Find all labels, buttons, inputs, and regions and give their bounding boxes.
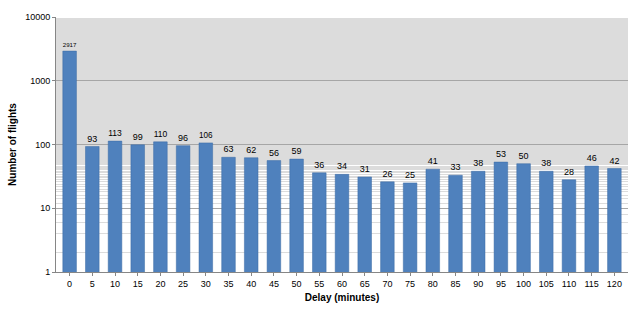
svg-text:96: 96 bbox=[178, 133, 188, 143]
svg-text:105: 105 bbox=[539, 279, 554, 289]
svg-text:110: 110 bbox=[562, 279, 576, 289]
svg-text:10: 10 bbox=[110, 279, 120, 289]
svg-text:25: 25 bbox=[405, 170, 415, 180]
svg-text:2917: 2917 bbox=[63, 41, 77, 48]
svg-text:33: 33 bbox=[450, 162, 460, 172]
svg-text:110: 110 bbox=[154, 129, 168, 139]
svg-text:0: 0 bbox=[67, 279, 72, 289]
svg-text:Number of flights: Number of flights bbox=[7, 103, 18, 186]
svg-text:53: 53 bbox=[496, 149, 506, 159]
svg-text:38: 38 bbox=[541, 158, 551, 168]
svg-text:90: 90 bbox=[473, 279, 483, 289]
svg-text:30: 30 bbox=[201, 279, 211, 289]
svg-text:70: 70 bbox=[382, 279, 392, 289]
svg-text:60: 60 bbox=[337, 279, 347, 289]
svg-text:10: 10 bbox=[40, 203, 50, 213]
svg-text:26: 26 bbox=[382, 169, 392, 179]
svg-text:5: 5 bbox=[90, 279, 95, 289]
svg-text:113: 113 bbox=[108, 128, 122, 138]
svg-text:36: 36 bbox=[314, 160, 324, 170]
svg-text:1000: 1000 bbox=[30, 76, 50, 86]
svg-text:1: 1 bbox=[45, 267, 50, 277]
svg-text:10000: 10000 bbox=[25, 12, 50, 22]
svg-text:65: 65 bbox=[360, 279, 370, 289]
svg-text:41: 41 bbox=[428, 156, 438, 166]
svg-text:106: 106 bbox=[199, 131, 213, 140]
svg-text:31: 31 bbox=[360, 164, 370, 174]
svg-text:46: 46 bbox=[587, 153, 597, 163]
svg-text:95: 95 bbox=[496, 279, 506, 289]
svg-text:35: 35 bbox=[224, 279, 234, 289]
svg-text:100: 100 bbox=[35, 140, 50, 150]
svg-text:100: 100 bbox=[516, 279, 531, 289]
svg-text:115: 115 bbox=[585, 279, 599, 289]
svg-text:15: 15 bbox=[133, 279, 143, 289]
svg-text:59: 59 bbox=[292, 146, 302, 156]
svg-text:50: 50 bbox=[519, 151, 529, 161]
svg-text:55: 55 bbox=[314, 279, 324, 289]
svg-text:45: 45 bbox=[269, 279, 279, 289]
svg-text:63: 63 bbox=[224, 144, 234, 154]
svg-text:120: 120 bbox=[607, 279, 622, 289]
svg-text:42: 42 bbox=[609, 156, 619, 166]
svg-text:85: 85 bbox=[450, 279, 460, 289]
svg-text:56: 56 bbox=[269, 148, 279, 158]
svg-text:Delay (minutes): Delay (minutes) bbox=[305, 292, 379, 303]
svg-text:38: 38 bbox=[473, 158, 483, 168]
svg-text:99: 99 bbox=[133, 132, 143, 142]
svg-text:20: 20 bbox=[155, 279, 165, 289]
svg-text:25: 25 bbox=[178, 279, 188, 289]
svg-text:62: 62 bbox=[246, 145, 256, 155]
svg-text:80: 80 bbox=[428, 279, 438, 289]
svg-text:34: 34 bbox=[337, 161, 347, 171]
svg-text:75: 75 bbox=[405, 279, 415, 289]
svg-text:40: 40 bbox=[246, 279, 256, 289]
svg-text:28: 28 bbox=[564, 167, 574, 177]
svg-text:93: 93 bbox=[87, 134, 97, 144]
svg-text:50: 50 bbox=[292, 279, 302, 289]
